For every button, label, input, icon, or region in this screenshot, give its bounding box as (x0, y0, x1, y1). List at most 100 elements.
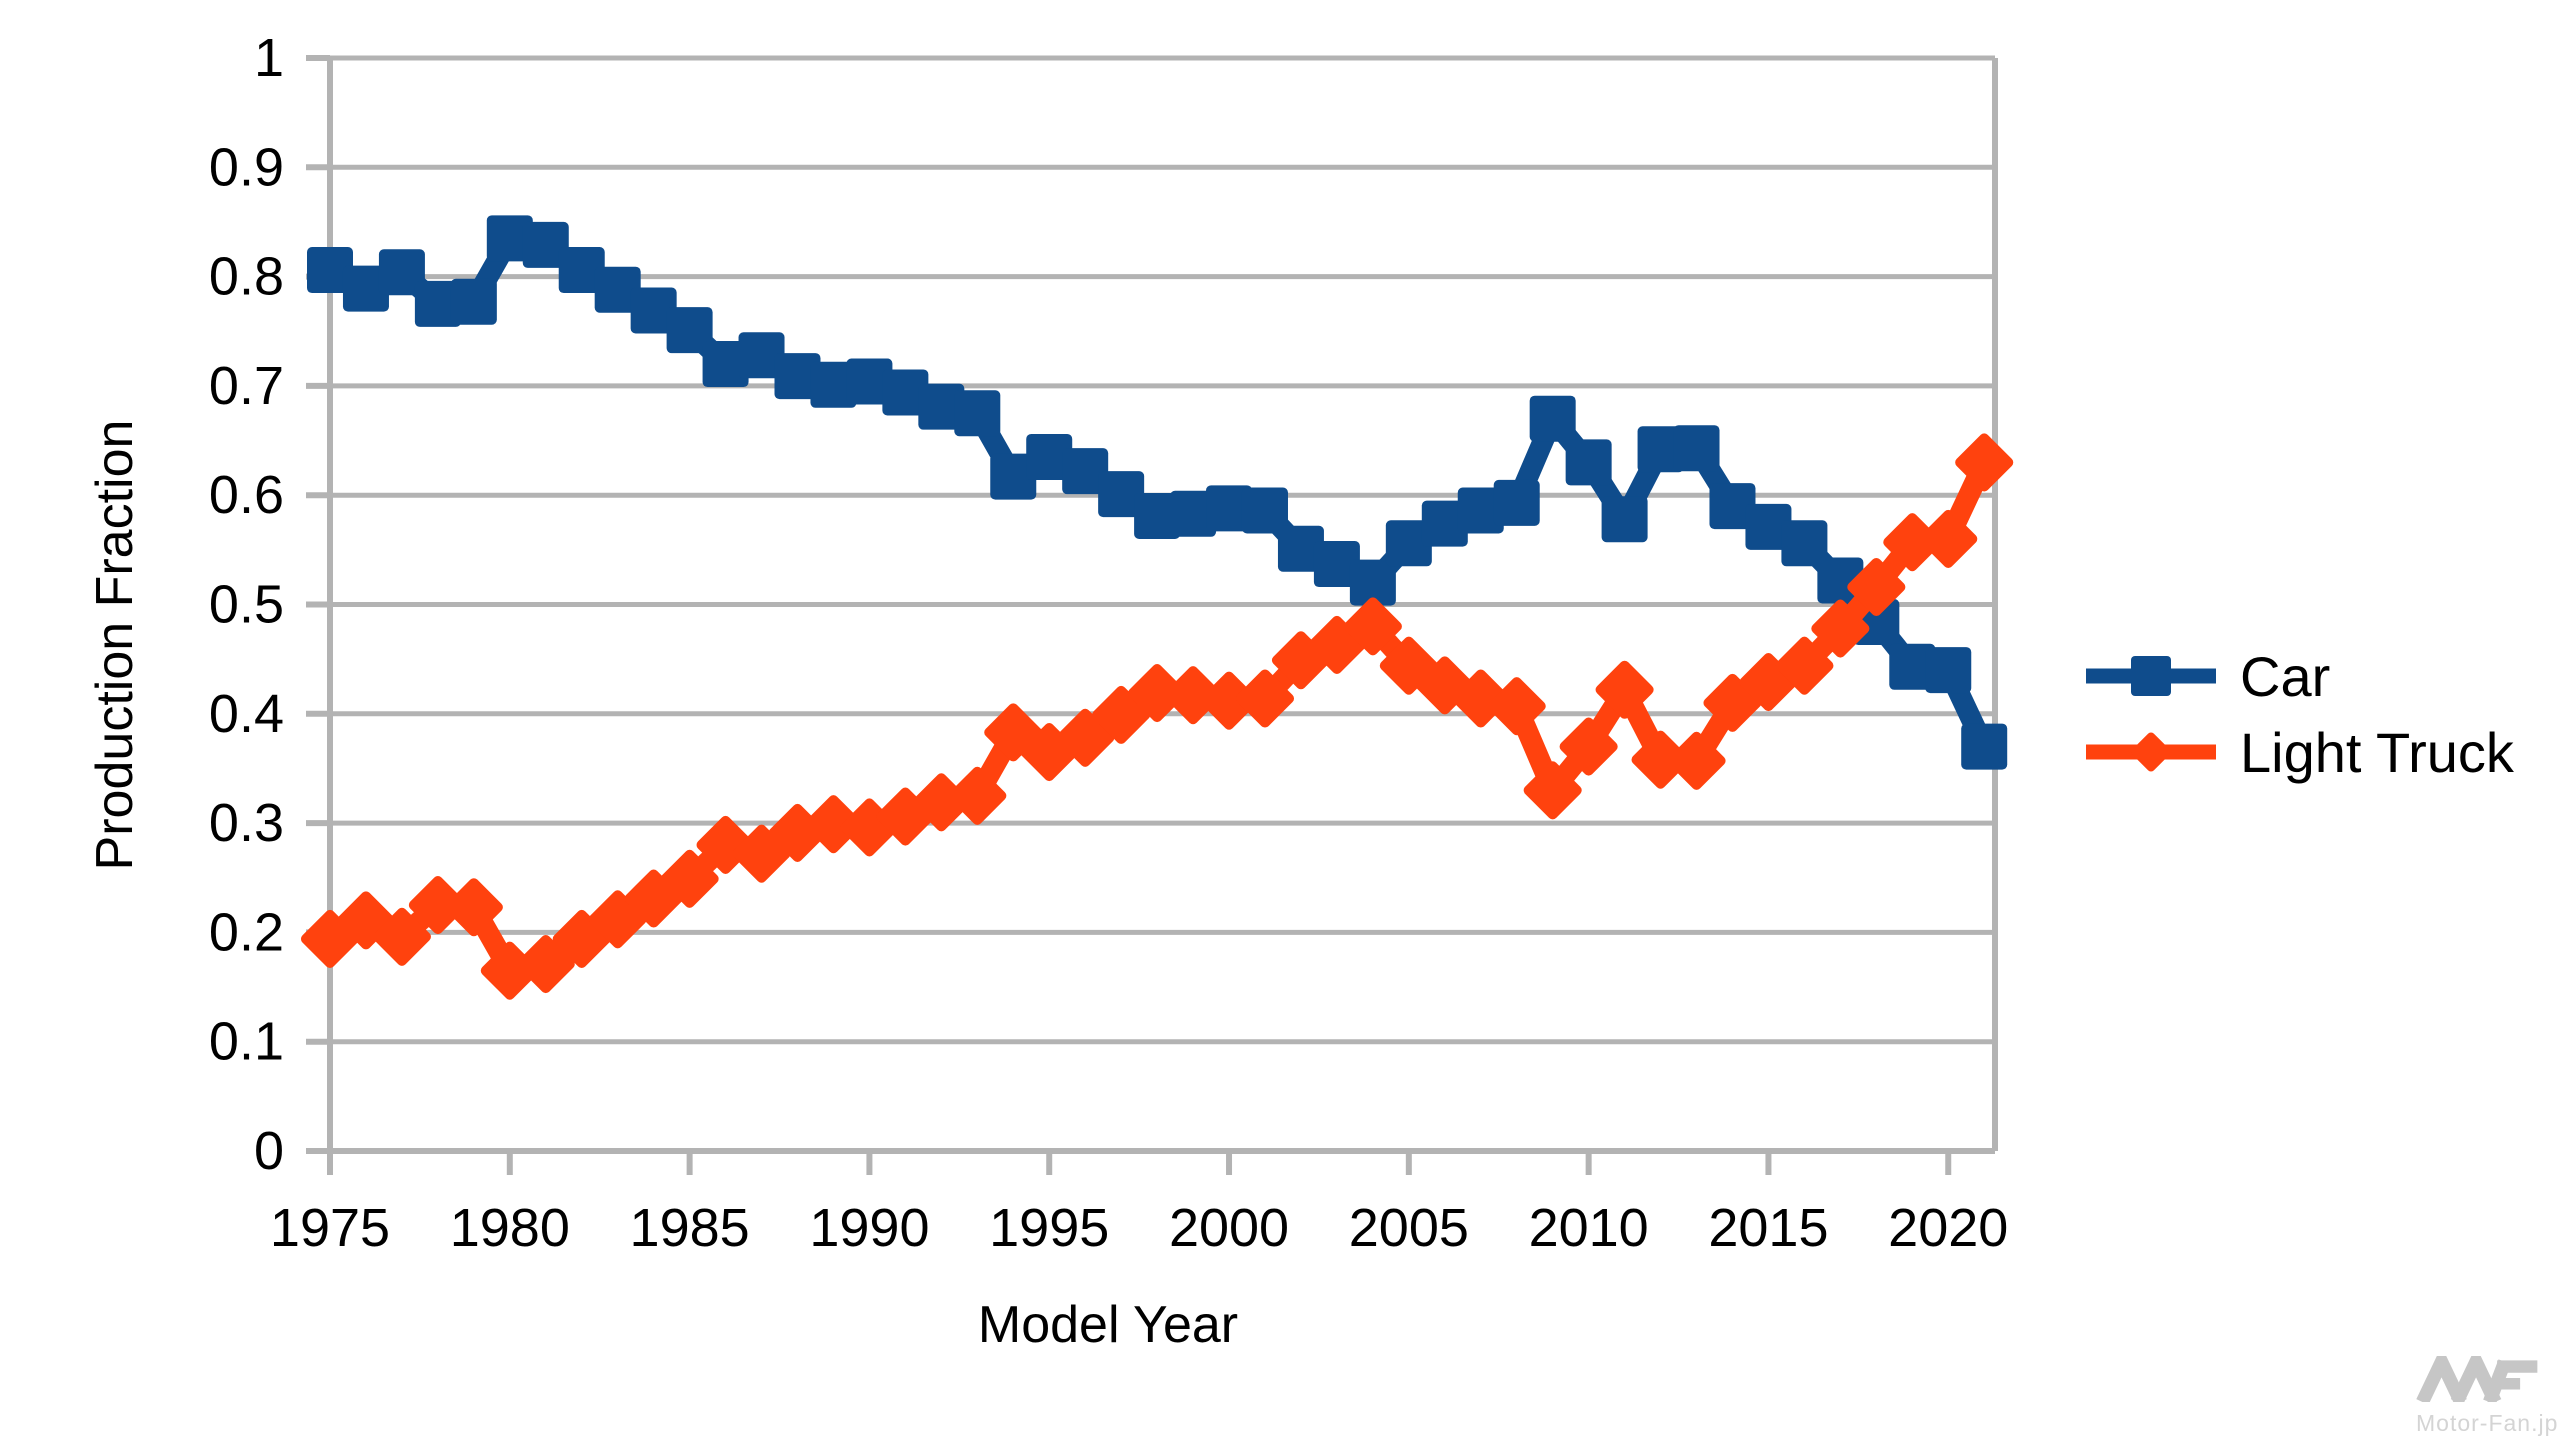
car-data-marker (1241, 487, 1288, 534)
car-series-swatch-icon (2086, 656, 2216, 696)
light-truck-data-marker (804, 795, 863, 854)
x-tick-label: 2010 (1529, 1198, 1649, 1258)
car-data-marker (1637, 426, 1684, 473)
legend-label-car: Car (2240, 644, 2331, 708)
car-data-marker (1313, 541, 1360, 588)
car-data-marker (1673, 425, 1720, 472)
car-data-marker (1709, 483, 1756, 530)
x-tick-label: 1990 (809, 1198, 929, 1258)
car-data-marker (1098, 471, 1145, 518)
car-data-marker (414, 280, 461, 327)
watermark: Motor-Fan.jp (2416, 1346, 2560, 1437)
car-data-marker (1565, 439, 1612, 486)
legend-label-light-truck: Light Truck (2240, 720, 2514, 784)
car-data-marker (558, 247, 605, 294)
car-data-marker (1961, 723, 2008, 770)
y-tick-label: 0.6 (209, 465, 284, 525)
car-data-marker (630, 287, 677, 334)
car-data-marker (738, 332, 785, 379)
light-truck-data-marker (1847, 557, 1906, 617)
car-data-marker (954, 390, 1001, 437)
car-data-marker (1026, 433, 1073, 480)
legend-item-car: Car (2086, 644, 2514, 708)
car-data-marker (846, 358, 893, 405)
light-truck-data-marker (1775, 636, 1834, 695)
light-truck-data-marker (1811, 599, 1870, 658)
x-tick-label: 1975 (270, 1198, 390, 1258)
car-data-marker (1170, 490, 1217, 537)
light-truck-data-marker (1631, 730, 1690, 789)
car-data-marker (1349, 559, 1396, 606)
legend-swatch-marker (2131, 732, 2171, 772)
x-tick-label: 2020 (1888, 1198, 2008, 1258)
car-data-marker (1745, 503, 1792, 550)
legend: Car Light Truck (2086, 644, 2514, 784)
y-tick-label: 0.7 (209, 356, 284, 416)
car-data-marker (810, 361, 857, 408)
light-truck-data-marker (1559, 717, 1618, 776)
car-data-marker (882, 369, 929, 416)
light-truck-data-marker (1919, 509, 1978, 568)
y-tick-label: 0.8 (209, 247, 284, 307)
x-tick-label: 1985 (630, 1198, 750, 1258)
car-data-marker (307, 247, 353, 294)
car-data-marker (1421, 500, 1468, 547)
car-data-marker (1134, 492, 1181, 539)
y-tick-label: 0.2 (209, 902, 284, 962)
light-truck-data-marker (1595, 660, 1654, 719)
y-axis-title: Production Fraction (86, 419, 144, 871)
car-data-marker (522, 221, 569, 268)
y-tick-label: 1 (254, 28, 284, 88)
car-data-marker (702, 341, 749, 388)
car-data-marker (774, 353, 821, 400)
motor-fan-logo-icon (2416, 1346, 2538, 1405)
x-tick-label: 2005 (1349, 1198, 1469, 1258)
y-tick-label: 0.4 (209, 684, 284, 744)
car-data-marker (1277, 525, 1324, 572)
car-data-marker (1493, 479, 1540, 526)
car-data-marker (1601, 496, 1648, 543)
car-data-marker (1889, 643, 1936, 690)
light-truck-data-marker (948, 766, 1007, 825)
x-tick-label: 1995 (989, 1198, 1109, 1258)
car-data-marker (1385, 520, 1432, 567)
car-data-marker (1062, 448, 1109, 495)
light-truck-data-marker (1955, 433, 2014, 492)
light-truck-data-marker (660, 849, 719, 908)
y-tick-label: 0 (254, 1121, 284, 1181)
car-data-marker (918, 383, 965, 430)
y-tick-label: 0.9 (209, 137, 284, 197)
light-truck-data-marker (1128, 663, 1187, 723)
y-tick-label: 0.1 (209, 1012, 284, 1072)
car-data-marker (990, 453, 1037, 500)
car-data-marker (1925, 647, 1972, 694)
light-truck-data-marker (1523, 761, 1582, 820)
watermark-text: Motor-Fan.jp (2416, 1410, 2559, 1436)
light-truck-series-swatch-icon (2086, 732, 2216, 772)
legend-item-light-truck: Light Truck (2086, 720, 2514, 784)
light-truck-data-marker (516, 935, 575, 994)
x-axis-title: Model Year (977, 1296, 1239, 1354)
car-data-marker (486, 215, 533, 262)
car-data-marker (1457, 487, 1504, 534)
car-data-marker (1781, 520, 1828, 567)
x-tick-label: 1980 (450, 1198, 570, 1258)
car-data-marker (1529, 395, 1576, 442)
car-data-marker (666, 307, 713, 354)
y-tick-label: 0.5 (209, 575, 284, 635)
light-truck-data-marker (372, 907, 431, 966)
car-data-marker (378, 249, 425, 296)
car-data-marker (1206, 485, 1253, 532)
car-data-marker (450, 278, 497, 325)
light-truck-data-marker (1667, 731, 1726, 790)
light-truck-data-marker (1487, 677, 1546, 736)
x-tick-label: 2000 (1169, 1198, 1289, 1258)
light-truck-data-marker (444, 878, 503, 937)
car-data-marker (342, 265, 389, 312)
car-data-marker (594, 266, 641, 313)
light-truck-data-marker (1199, 671, 1259, 730)
light-truck-data-marker (1883, 513, 1942, 572)
light-truck-data-marker (1343, 597, 1402, 656)
